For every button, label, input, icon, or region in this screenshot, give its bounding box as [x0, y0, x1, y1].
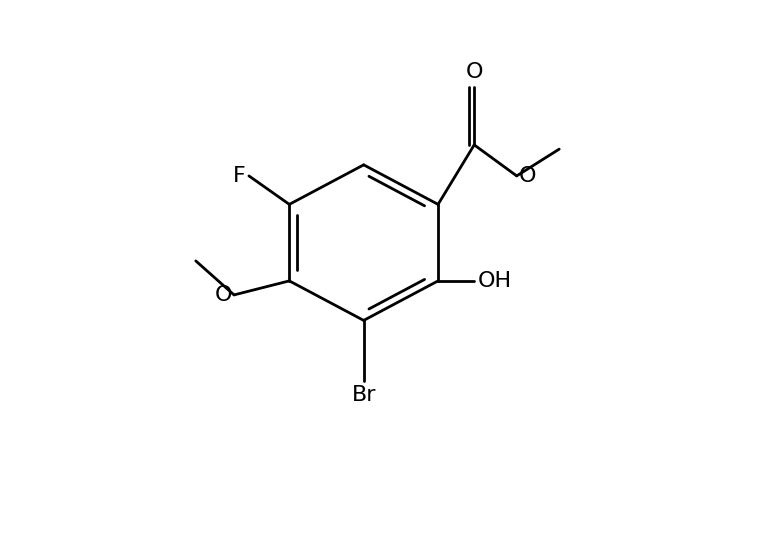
Text: F: F — [233, 166, 245, 186]
Text: O: O — [214, 285, 232, 305]
Text: O: O — [466, 62, 483, 82]
Text: OH: OH — [477, 271, 511, 291]
Text: Br: Br — [352, 385, 376, 405]
Text: O: O — [519, 166, 536, 186]
